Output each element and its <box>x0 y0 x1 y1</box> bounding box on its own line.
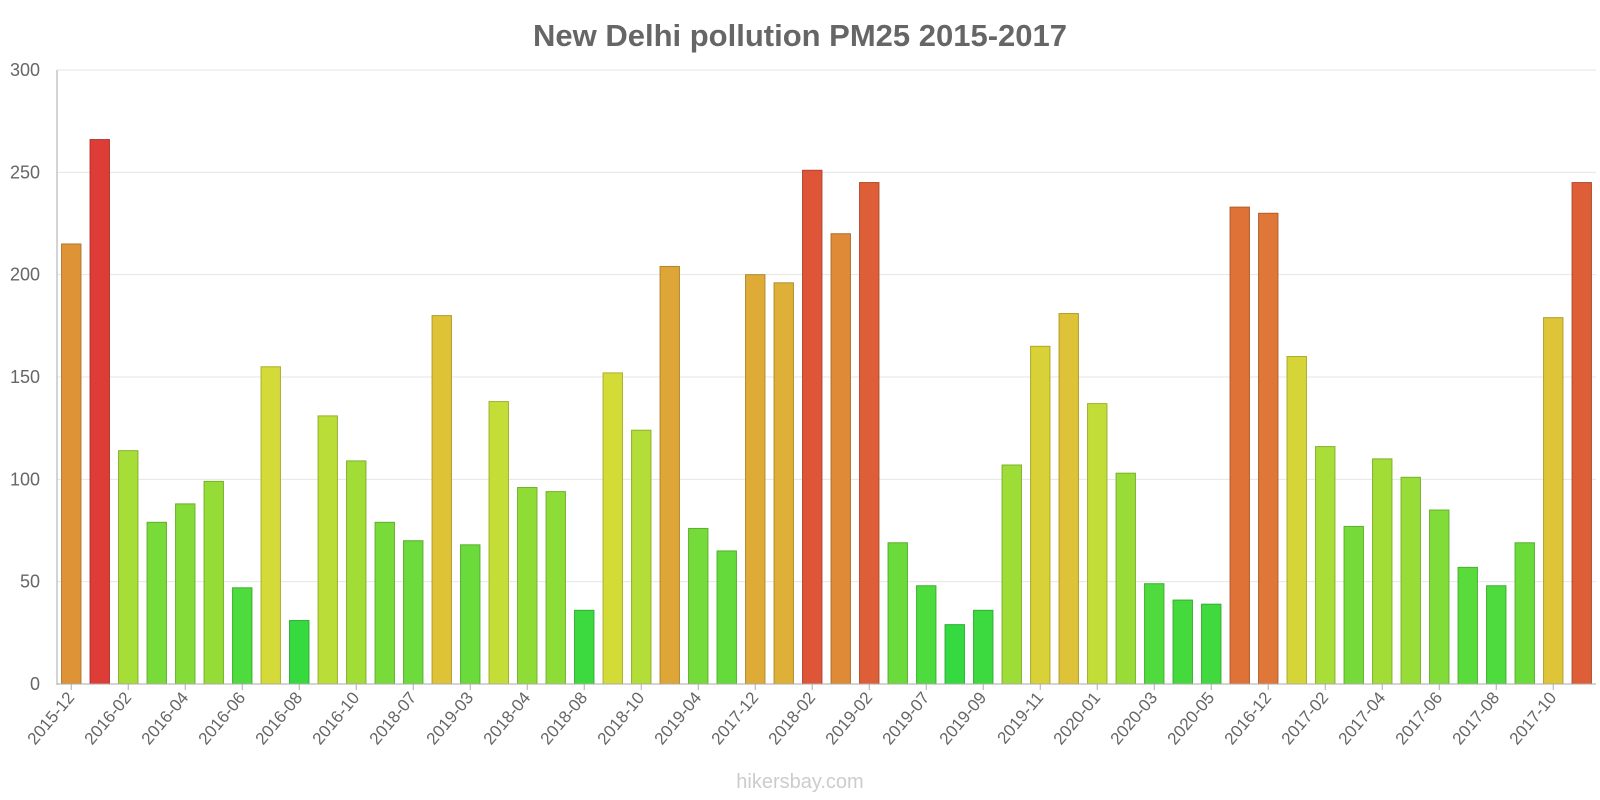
bar-2019-06[interactable] <box>716 550 737 685</box>
x-tick-label: 2018-04 <box>480 688 535 748</box>
bar-2019-05[interactable] <box>488 401 509 685</box>
x-tick-label: 2016-04 <box>138 688 193 748</box>
bar-2017-01[interactable] <box>1286 356 1307 685</box>
bar-2015-12[interactable] <box>61 243 82 685</box>
bar-2018-11[interactable] <box>659 265 680 685</box>
bar-2018-07[interactable] <box>403 540 424 685</box>
bar-2018-02[interactable] <box>802 169 823 685</box>
x-tick-label: 2017-08 <box>1449 688 1504 748</box>
bar-2016-10[interactable] <box>346 460 367 685</box>
bar-2016-05[interactable] <box>203 480 224 685</box>
y-tick-label: 300 <box>10 60 40 80</box>
bar-2016-02[interactable] <box>118 450 139 685</box>
bar-2020-04[interactable] <box>1172 599 1193 685</box>
bar-2020-01[interactable] <box>1087 403 1108 685</box>
bar-2020-06[interactable] <box>1229 206 1250 685</box>
bar-2018-06[interactable] <box>545 491 566 685</box>
bar-2017-06[interactable] <box>1429 509 1450 685</box>
y-tick-label: 100 <box>10 469 40 489</box>
x-tick-label: 2017-10 <box>1506 688 1561 748</box>
bar-2019-08[interactable] <box>944 624 965 685</box>
bar-series <box>61 139 1592 685</box>
bar-2018-12[interactable] <box>830 233 851 685</box>
bar-2017-12[interactable] <box>745 274 766 685</box>
y-tick-label: 250 <box>10 162 40 182</box>
x-tick-label: 2018-08 <box>537 688 592 748</box>
bar-2020-05[interactable] <box>1201 603 1222 685</box>
x-tick-label: 2016-08 <box>252 688 307 748</box>
x-tick-label: 2019-07 <box>879 688 934 748</box>
x-tick-label: 2015-12 <box>24 688 79 748</box>
bar-2017-03[interactable] <box>1343 525 1364 685</box>
bar-2017-08[interactable] <box>1486 585 1507 685</box>
bar-2018-09[interactable] <box>431 315 452 685</box>
bar-2016-12[interactable] <box>1258 212 1279 685</box>
x-tick-label: 2017-04 <box>1335 688 1390 748</box>
x-tick-label: 2017-12 <box>708 688 763 748</box>
x-tick-label: 2020-01 <box>1050 688 1105 748</box>
axes <box>56 70 1596 685</box>
bar-2018-10[interactable] <box>631 429 652 685</box>
y-tick-label: 150 <box>10 367 40 387</box>
bar-2019-06[interactable] <box>887 542 908 685</box>
bar-2017-05[interactable] <box>1400 476 1421 685</box>
bar-2019-10[interactable] <box>1001 464 1022 685</box>
x-tick-label: 2019-04 <box>651 688 706 748</box>
bar-2019-12[interactable] <box>1058 313 1079 685</box>
x-tick-label: 2020-03 <box>1107 688 1162 748</box>
bar-2020-03[interactable] <box>1144 583 1165 685</box>
bar-2019-04[interactable] <box>688 527 709 685</box>
bar-2018-04[interactable] <box>517 487 538 685</box>
bar-2018-08[interactable] <box>574 609 595 685</box>
bar-2017-02[interactable] <box>1315 446 1336 685</box>
x-tick-label: 2016-12 <box>1221 688 1276 748</box>
x-tick-label: 2016-02 <box>81 688 136 748</box>
x-tick-label: 2019-02 <box>822 688 877 748</box>
x-tick-label: 2016-10 <box>309 688 364 748</box>
bar-2019-11[interactable] <box>1030 345 1051 685</box>
bar-2016-11[interactable] <box>374 521 395 685</box>
grid-lines <box>57 69 1596 685</box>
x-axis-ticks: 2015-12 2016-02 2016-04 2016-06 2016-08 2016-… <box>24 684 1561 748</box>
x-tick-label: 2017-02 <box>1278 688 1333 748</box>
bar-2019-09[interactable] <box>973 609 994 685</box>
x-tick-label: 2019-11 <box>993 688 1047 747</box>
bar-2016-01[interactable] <box>89 139 110 685</box>
bar-2017-10[interactable] <box>1543 317 1564 685</box>
x-tick-label: 2018-02 <box>765 688 820 748</box>
bar-2018-01[interactable] <box>773 282 794 685</box>
bar-2016-09[interactable] <box>317 415 338 685</box>
bar-2016-04[interactable] <box>175 503 196 685</box>
y-tick-label: 200 <box>10 265 40 285</box>
chart-title: New Delhi pollution PM25 2015-2017 <box>533 18 1067 53</box>
credit-text: hikersbay.com <box>736 771 863 793</box>
bar-2019-02[interactable] <box>859 182 880 685</box>
x-tick-label: 2019-03 <box>423 688 478 748</box>
x-tick-label: 2018-07 <box>366 688 421 748</box>
bar-2016-06[interactable] <box>232 587 253 685</box>
x-tick-label: 2020-05 <box>1164 688 1219 748</box>
x-tick-label: 2016-06 <box>195 688 250 748</box>
bar-2017-04[interactable] <box>1372 458 1393 685</box>
bar-2019-07[interactable] <box>916 585 937 685</box>
y-axis-ticks: 0 50 100 150 200 250 300 <box>10 60 40 694</box>
bar-2016-07[interactable] <box>260 366 281 685</box>
bar-2016-08[interactable] <box>289 620 310 685</box>
x-tick-label: 2019-09 <box>936 688 991 748</box>
bar-2017-09[interactable] <box>1514 542 1535 685</box>
y-tick-label: 0 <box>30 674 40 694</box>
bar-2018-09[interactable] <box>602 372 623 685</box>
x-tick-label: 2018-10 <box>594 688 649 748</box>
bar-2019-03[interactable] <box>460 544 481 685</box>
bar-2020-02[interactable] <box>1115 472 1136 685</box>
y-tick-label: 50 <box>20 572 40 592</box>
x-tick-label: 2017-06 <box>1392 688 1447 748</box>
bar-2017-11[interactable] <box>1571 182 1592 685</box>
bar-2016-03[interactable] <box>146 521 167 685</box>
bar-2017-07[interactable] <box>1457 566 1478 685</box>
